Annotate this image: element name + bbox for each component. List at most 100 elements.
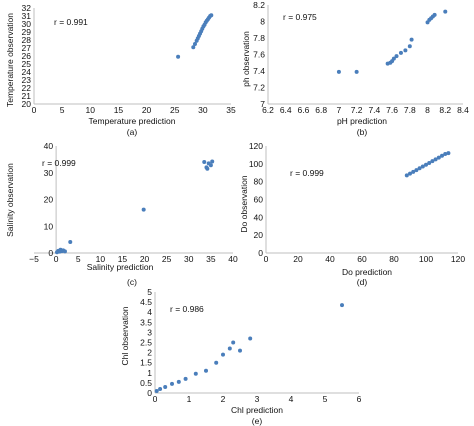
panel-c-x-tick-label: 0 bbox=[54, 254, 59, 264]
panel-e-data-point bbox=[248, 336, 253, 341]
panel-b: 6.2 6.4 6.6 6.8 7 7.2 7.4 7.6 7.8 8 8.2 8.4 7 7.2 7.4… bbox=[241, 0, 469, 137]
panel-b-data-point bbox=[407, 44, 412, 49]
panel-c-x-tick-label: 40 bbox=[228, 254, 238, 264]
panel-c-x-tick-label: 30 bbox=[184, 254, 194, 264]
panel-e-y-tick-label: 2 bbox=[147, 348, 152, 358]
panel-b-x-tick-label: 6.4 bbox=[280, 105, 292, 115]
panel-c-data-point bbox=[62, 249, 67, 254]
panel-d-x-tick-label: 80 bbox=[389, 254, 399, 264]
panel-a-y-tick-label: 23 bbox=[22, 75, 32, 85]
panel-e-y-tick-label: 3.5 bbox=[140, 317, 152, 327]
panel-c-x-tick-label: 15 bbox=[118, 254, 128, 264]
panel-e-label: (e) bbox=[252, 416, 263, 426]
panel-e-data-point bbox=[193, 371, 198, 376]
panel-d-points bbox=[404, 151, 451, 178]
panel-b-y-tick-label: 8 bbox=[260, 17, 265, 27]
panel-e-y-tick-label: 3 bbox=[147, 327, 152, 337]
panel-e-points bbox=[154, 303, 344, 393]
panel-b-x-tick-label: 7.8 bbox=[404, 105, 416, 115]
panel-d-y-tick-label: 60 bbox=[254, 195, 264, 205]
panel-d-x-tick-label: 60 bbox=[357, 254, 367, 264]
panel-e-y-tick-label: 0.5 bbox=[140, 378, 152, 388]
panel-e-y-tick-label: 2.5 bbox=[140, 338, 152, 348]
panel-d-y-tick-label: 40 bbox=[254, 212, 264, 222]
panel-b-data-point bbox=[409, 37, 414, 42]
panel-d-data-point bbox=[430, 159, 435, 164]
panel-b-data-point bbox=[354, 69, 359, 74]
panel-e-data-point bbox=[163, 384, 168, 389]
panel-a-x-tick-label: 5 bbox=[60, 105, 65, 115]
panel-b-y-tick-label: 8.2 bbox=[253, 0, 265, 10]
panel-e-x-tick-label: 3 bbox=[255, 394, 260, 404]
panel-d-y-tick-label: 80 bbox=[254, 177, 264, 187]
panel-c-data-point bbox=[208, 163, 213, 168]
panel-a-points bbox=[176, 13, 214, 59]
panel-b-y-tick-label: 7.4 bbox=[253, 66, 265, 76]
panel-e-data-point bbox=[170, 381, 174, 386]
panel-e-y-tick-label: 4.5 bbox=[140, 297, 152, 307]
panel-b-x-ticks: 6.2 6.4 6.6 6.8 7 7.2 7.4 7.6 7.8 8 8.2 8.4 bbox=[262, 105, 469, 115]
panel-d-correlation-label: r = 0.999 bbox=[290, 168, 324, 178]
panel-d-x-tick-label: 120 bbox=[451, 254, 465, 264]
panel-a-x-tick-label: 15 bbox=[114, 105, 124, 115]
panel-b-data-point bbox=[403, 48, 408, 53]
panel-a-y-axis-label: Temperature observation bbox=[5, 13, 15, 107]
panel-d-data-point bbox=[414, 168, 419, 173]
panel-a-x-axis-label: Temperature prediction bbox=[89, 116, 176, 126]
panel-e-data-point bbox=[176, 379, 181, 384]
panel-e-x-tick-label: 4 bbox=[289, 394, 294, 404]
panel-e-y-tick-label: 1.5 bbox=[140, 358, 152, 368]
panel-d-y-axis-label: Do observation bbox=[239, 175, 249, 232]
panel-c-x-tick-label: 10 bbox=[96, 254, 106, 264]
panel-b-axes bbox=[267, 5, 463, 105]
panel-a-x-tick-label: 0 bbox=[32, 105, 37, 115]
panel-c-y-tick-label: 20 bbox=[44, 195, 54, 205]
panel-b-data-point bbox=[443, 9, 448, 14]
panel-e-data-point bbox=[154, 388, 159, 393]
panel-c-label: (c) bbox=[127, 277, 137, 287]
panel-d-y-tick-label: 100 bbox=[249, 159, 263, 169]
panel-d-y-tick-label: 0 bbox=[258, 248, 263, 258]
panel-c-x-axis-label: Salinity prediction bbox=[87, 262, 154, 272]
panel-b-x-tick-label: 6.8 bbox=[315, 105, 327, 115]
panel-a-y-tick-label: 27 bbox=[22, 43, 32, 53]
panel-a: 0 5 10 15 20 25 30 35 2021222324252627282930313… bbox=[5, 3, 236, 137]
panel-a-y-tick-label: 32 bbox=[22, 3, 32, 13]
panel-b-x-tick-label: 8 bbox=[425, 105, 430, 115]
panel-b-x-tick-label: 6.2 bbox=[262, 105, 274, 115]
panel-a-y-tick-label: 28 bbox=[22, 35, 32, 45]
panel-b-y-tick-label: 7.2 bbox=[253, 83, 265, 93]
panel-a-y-tick-label: 21 bbox=[22, 91, 32, 101]
panel-d-data-point bbox=[420, 164, 425, 169]
panel-e-y-tick-label: 4 bbox=[147, 307, 152, 317]
panel-e-x-ticks: 0 1 2 3 4 5 6 bbox=[153, 394, 362, 404]
panel-d-x-ticks: 0 20 40 60 80 100 120 bbox=[264, 254, 466, 264]
panel-b-data-point bbox=[432, 12, 437, 17]
panel-b-data-point bbox=[391, 56, 396, 61]
panel-b-correlation-label: r = 0.975 bbox=[283, 12, 317, 22]
panel-b-y-tick-label: 7.8 bbox=[253, 33, 265, 43]
panel-d-data-point bbox=[440, 153, 444, 158]
panel-d-x-axis-label: Do prediction bbox=[342, 267, 392, 277]
panel-e-data-point bbox=[214, 360, 219, 365]
panel-d-x-tick-label: 40 bbox=[325, 254, 335, 264]
panel-b-y-tick-label: 7 bbox=[260, 99, 265, 109]
panel-a-label: (a) bbox=[127, 127, 138, 137]
panel-c-x-tick-label: −5 bbox=[29, 254, 39, 264]
panel-a-y-tick-label: 24 bbox=[22, 67, 32, 77]
panel-e-x-tick-label: 1 bbox=[187, 394, 192, 404]
panel-d-y-ticks: 0 20 40 60 80 100 120 bbox=[249, 141, 263, 258]
panel-b-x-tick-label: 7.4 bbox=[368, 105, 380, 115]
panel-c-x-tick-label: 25 bbox=[162, 254, 172, 264]
panel-e-y-ticks: 00.511.522.533.544.55 bbox=[140, 287, 152, 398]
panel-c-x-tick-label: 20 bbox=[140, 254, 150, 264]
panel-e-correlation-label: r = 0.986 bbox=[170, 304, 204, 314]
panel-a-data-point bbox=[176, 54, 181, 59]
panel-e-data-point bbox=[231, 340, 236, 345]
panel-b-x-tick-label: 8.2 bbox=[439, 105, 451, 115]
panel-d-data-point bbox=[433, 157, 438, 162]
panel-e-y-tick-label: 0 bbox=[147, 388, 152, 398]
panel-e-x-tick-label: 6 bbox=[357, 394, 362, 404]
